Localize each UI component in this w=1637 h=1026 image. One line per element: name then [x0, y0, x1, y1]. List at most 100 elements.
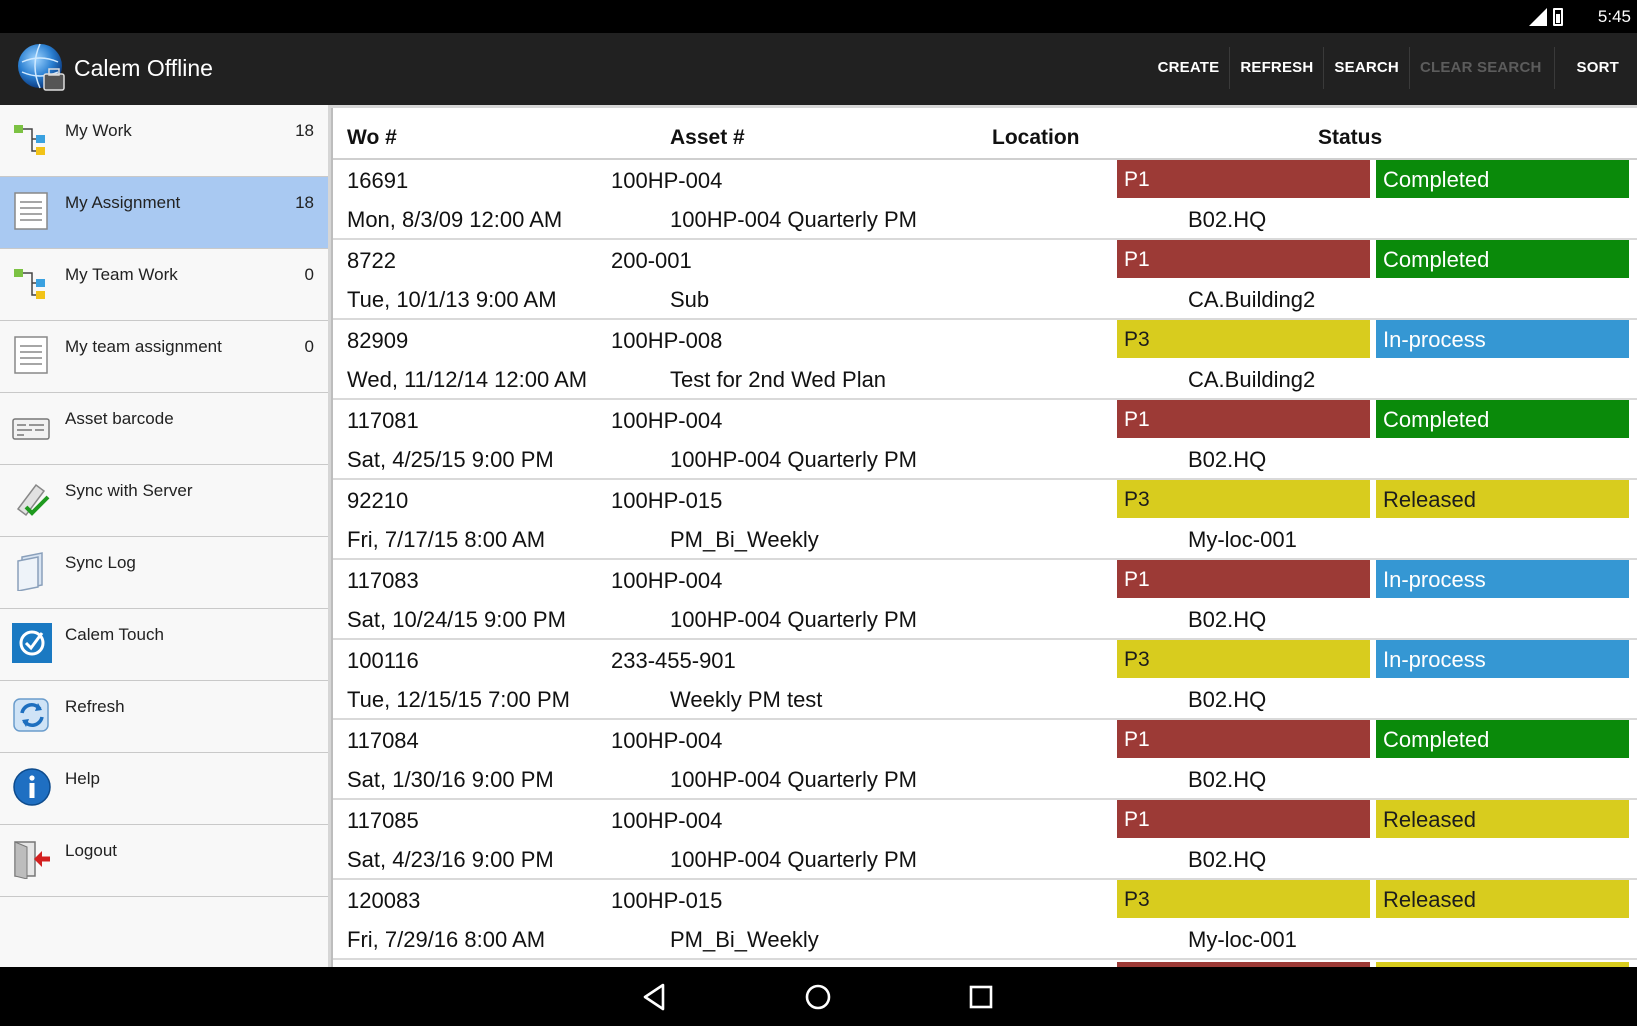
priority-badge: P1 [1117, 800, 1370, 838]
log-icon [17, 552, 43, 591]
sidebar-item-my-team-work[interactable]: My Team Work 0 [0, 249, 328, 321]
scheduled-date: Tue, 12/15/15 7:00 PM [347, 687, 570, 712]
status-badge: Completed [1376, 160, 1629, 198]
wo-number: 92210 [347, 488, 409, 513]
sidebar-item-my-assignment[interactable]: My Assignment 18 [0, 177, 328, 249]
location: B02.HQ [1188, 847, 1267, 872]
priority-badge: P1 [1117, 160, 1370, 198]
refresh-icon [13, 698, 49, 732]
document-icon [14, 336, 48, 374]
table-row[interactable]: 82909 100HP-008 P3 In-process Wed, 11/12/14 … [333, 320, 1637, 400]
wo-number: 117083 [347, 568, 419, 593]
sidebar-item-my-team-assignment[interactable]: My team assignment 0 [0, 321, 328, 393]
table-row[interactable]: 117081 100HP-004 P1 Completed Sat, 4/25/15 9… [333, 400, 1637, 480]
sidebar-item-count: 0 [304, 337, 314, 356]
calem-globe-icon [18, 43, 65, 91]
signal-icon [1529, 8, 1547, 26]
sidebar-item-label: Sync Log [65, 553, 136, 572]
location: CA.Building2 [1188, 367, 1316, 392]
table-row[interactable]: 100116 233-455-901 P3 In-process Tue, 12/15/… [333, 640, 1637, 720]
work-order-description: Test for 2nd Wed Plan [670, 367, 887, 392]
table-row[interactable]: 8722 200-001 P1 Completed Tue, 10/1/13 9:00 … [333, 240, 1637, 320]
asset-number: 100HP-004 [611, 808, 723, 833]
priority-badge: P3 [1117, 880, 1370, 918]
scheduled-date: Fri, 7/29/16 8:00 AM [347, 927, 546, 952]
sidebar-item-my-work[interactable]: My Work 18 [0, 105, 328, 177]
barcode-icon [12, 418, 50, 440]
create-button[interactable]: CREATE [1148, 47, 1231, 89]
sidebar-item-logout[interactable]: Logout [0, 825, 328, 897]
partial-next-row [333, 960, 1637, 967]
table-row[interactable]: 92210 100HP-015 P3 Released Fri, 7/17/15 8:0… [333, 480, 1637, 560]
priority-badge: P1 [1117, 720, 1370, 758]
sidebar-item-sync-with-server[interactable]: Sync with Server [0, 465, 328, 537]
clear-search-button[interactable]: CLEAR SEARCH [1410, 47, 1555, 89]
wo-number: 100116 [347, 648, 419, 673]
priority-badge: P3 [1117, 480, 1370, 518]
tree-icon [14, 269, 45, 299]
asset-number: 233-455-901 [611, 648, 736, 673]
work-order-description: 100HP-004 Quarterly PM [670, 767, 917, 792]
location: B02.HQ [1188, 607, 1267, 632]
status-badge: Released [1376, 480, 1629, 518]
scheduled-date: Sat, 4/25/15 9:00 PM [347, 447, 554, 472]
table-row[interactable]: 117084 100HP-004 P1 Completed Sat, 1/30/16 9… [333, 720, 1637, 800]
search-button[interactable]: SEARCH [1324, 47, 1410, 89]
sidebar-item-label: My Assignment [65, 193, 181, 212]
sidebar-item-refresh[interactable]: Refresh [0, 681, 328, 753]
table-header: Wo # Asset # Location Status [333, 108, 1637, 160]
location: B02.HQ [1188, 207, 1267, 232]
scheduled-date: Fri, 7/17/15 8:00 AM [347, 527, 546, 552]
work-order-description: 100HP-004 Quarterly PM [670, 447, 917, 472]
table-row[interactable]: 117085 100HP-004 P1 Released Sat, 4/23/16 9:… [333, 800, 1637, 880]
work-order-description: Sub [670, 287, 710, 312]
sidebar-item-label: My Work [65, 121, 132, 140]
sidebar-item-label: Sync with Server [65, 481, 193, 500]
scheduled-date: Tue, 10/1/13 9:00 AM [347, 287, 557, 312]
sidebar-item-asset-barcode[interactable]: Asset barcode [0, 393, 328, 465]
home-icon[interactable] [801, 980, 835, 1014]
table-row[interactable]: 16691 100HP-004 P1 Completed Mon, 8/3/09 12:… [333, 160, 1637, 240]
sidebar-item-count: 18 [295, 121, 314, 140]
sidebar-item-label: Refresh [65, 697, 125, 716]
back-icon[interactable] [638, 980, 672, 1014]
asset-number: 100HP-004 [611, 568, 723, 593]
action-buttons: CREATE REFRESH SEARCH CLEAR SEARCH SORT [1148, 47, 1637, 89]
sidebar-item-help[interactable]: Help [0, 753, 328, 825]
location: My-loc-001 [1188, 927, 1297, 952]
location: CA.Building2 [1188, 287, 1316, 312]
content-area: My Work 18 My Assignment 18 My Team Work [0, 105, 1637, 967]
asset-number: 100HP-004 [611, 728, 723, 753]
sidebar-item-label: My team assignment [65, 337, 222, 356]
priority-badge: P1 [1117, 400, 1370, 438]
sidebar-item-sync-log[interactable]: Sync Log [0, 537, 328, 609]
sidebar-item-label: Asset barcode [65, 409, 174, 428]
priority-badge: P3 [1117, 320, 1370, 358]
scheduled-date: Mon, 8/3/09 12:00 AM [347, 207, 563, 232]
sidebar-item-label: Calem Touch [65, 625, 164, 644]
system-status-bar: 5:45 [0, 0, 1637, 33]
table-row[interactable]: 117083 100HP-004 P1 In-process Sat, 10/24/15… [333, 560, 1637, 640]
status-badge: Completed [1376, 400, 1629, 438]
sidebar-item-count: 0 [304, 265, 314, 284]
status-bar-partial [1376, 962, 1629, 967]
navigation-bar [0, 967, 1637, 1026]
sidebar: My Work 18 My Assignment 18 My Team Work [0, 105, 328, 967]
column-header-status: Status [1318, 126, 1383, 149]
sort-button[interactable]: SORT [1576, 59, 1619, 76]
table-row[interactable]: 120083 100HP-015 P3 Released Fri, 7/29/16 8:… [333, 880, 1637, 960]
priority-badge: P1 [1117, 560, 1370, 598]
status-badge: In-process [1376, 640, 1629, 678]
status-badge: In-process [1376, 320, 1629, 358]
info-icon [13, 768, 51, 806]
refresh-button[interactable]: REFRESH [1230, 47, 1325, 89]
scheduled-date: Wed, 11/12/14 12:00 AM [347, 367, 588, 392]
work-order-description: 100HP-004 Quarterly PM [670, 607, 917, 632]
asset-number: 200-001 [611, 248, 692, 273]
recents-icon[interactable] [964, 980, 998, 1014]
wo-number: 8722 [347, 248, 396, 273]
location: B02.HQ [1188, 767, 1267, 792]
work-order-description: Weekly PM test [670, 687, 823, 712]
priority-badge: P1 [1117, 240, 1370, 278]
sidebar-item-calem-touch[interactable]: Calem Touch [0, 609, 328, 681]
